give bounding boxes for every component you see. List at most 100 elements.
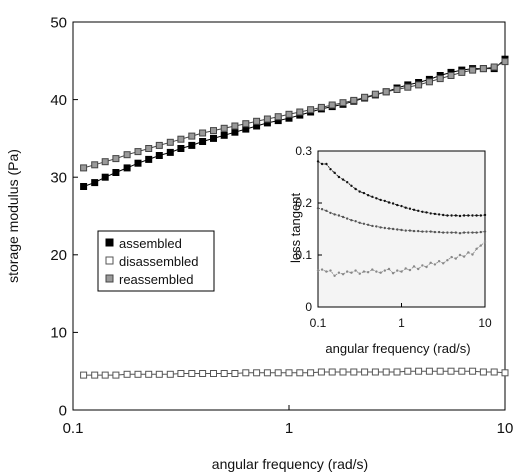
inset-data-point-2 [371, 268, 374, 271]
main-data-point-1 [382, 368, 390, 376]
main-data-point-2 [91, 161, 99, 169]
inset-data-point-0 [316, 160, 320, 163]
main-data-point-1 [371, 368, 379, 376]
main-data-point-2 [296, 108, 304, 116]
inset-data-point-1 [350, 219, 353, 222]
main-data-point-2 [155, 141, 163, 149]
main-data-point-2 [479, 65, 487, 73]
inset-data-point-1 [346, 217, 349, 220]
main-data-point-0 [231, 128, 239, 136]
main-data-point-0 [134, 159, 142, 167]
main-y-tick-label: 50 [50, 14, 67, 31]
legend-item-reassembled: reassembled [105, 272, 193, 287]
inset-data-point-2 [479, 244, 482, 247]
inset-data-point-0 [354, 187, 357, 191]
main-data-point-2 [361, 93, 369, 101]
inset-y-tick-label: 0 [305, 300, 312, 314]
inset-data-point-2 [383, 269, 386, 272]
main-data-point-1 [404, 367, 412, 375]
inset-data-point-2 [358, 272, 361, 275]
inset-data-point-1 [329, 211, 332, 215]
inset-data-point-1 [333, 213, 336, 216]
inset-data-point-2 [421, 264, 424, 267]
main-data-point-1 [307, 369, 315, 377]
main-series-line-1 [83, 370, 506, 376]
inset-data-point-1 [396, 228, 399, 231]
inset-data-point-1 [433, 230, 437, 234]
main-data-point-2 [328, 101, 336, 109]
inset-data-point-1 [316, 207, 320, 210]
inset-data-point-0 [387, 201, 391, 204]
main-data-point-2 [166, 138, 174, 146]
inset-data-point-1 [479, 230, 482, 234]
inset-data-point-1 [483, 230, 487, 233]
legend-box [97, 230, 215, 292]
inset-data-point-1 [462, 231, 466, 234]
main-data-point-0 [220, 131, 228, 139]
inset-data-point-1 [354, 220, 357, 223]
inset-data-point-1 [471, 231, 474, 234]
main-data-point-1 [393, 368, 401, 376]
inset-data-point-2 [429, 261, 432, 264]
legend: assembled disassembled reassembled [97, 230, 215, 292]
inset-data-point-2 [337, 271, 341, 274]
inset-data-point-2 [379, 271, 382, 274]
inset-data-point-2 [483, 240, 487, 244]
main-data-point-2 [274, 113, 282, 121]
inset-data-point-0 [366, 194, 370, 197]
inset-data-point-1 [383, 226, 386, 230]
inset-data-point-0 [408, 207, 412, 210]
inset-data-point-0 [425, 211, 428, 214]
main-data-point-0 [123, 164, 131, 172]
inset-data-point-2 [329, 269, 332, 272]
inset-data-point-0 [404, 206, 407, 209]
main-data-point-2 [80, 164, 88, 172]
inset-data-point-1 [475, 231, 478, 234]
inset-data-point-1 [446, 231, 449, 234]
main-data-point-2 [317, 103, 325, 111]
inset-data-point-0 [333, 171, 336, 174]
main-y-tick-label: 30 [50, 169, 67, 186]
main-data-point-0 [80, 183, 88, 190]
main-data-point-1 [479, 368, 487, 376]
inset-data-point-1 [417, 229, 420, 233]
main-series-line-2 [83, 61, 506, 169]
main-data-point-1 [210, 370, 217, 377]
legend-label-reassembled: reassembled [119, 272, 193, 287]
main-data-point-0 [199, 138, 207, 145]
main-data-point-2 [210, 127, 217, 135]
inset-data-point-1 [442, 231, 445, 234]
main-data-point-2 [425, 78, 433, 86]
main-y-tick-label: 0 [59, 402, 67, 419]
inset-data-point-0 [341, 178, 345, 181]
inset-data-point-0 [412, 208, 416, 211]
inset-data-point-0 [320, 162, 324, 166]
inset-data-point-0 [371, 195, 374, 198]
main-data-point-2 [469, 66, 477, 74]
main-data-point-1 [177, 370, 185, 377]
main-data-point-1 [242, 369, 250, 377]
inset-series-line-1 [317, 207, 486, 234]
main-data-point-2 [188, 132, 196, 140]
main-y-tick-label: 20 [50, 247, 67, 264]
inset-data-point-2 [442, 262, 445, 265]
inset-data-point-2 [446, 259, 449, 262]
inset-data-point-1 [358, 221, 361, 224]
inset-data-point-0 [391, 202, 395, 205]
main-data-point-2 [415, 81, 423, 89]
inset-data-point-2 [346, 270, 349, 273]
main-y-axis-label: storage modulus (Pa) [5, 149, 21, 283]
legend-marker-reassembled [105, 274, 114, 283]
main-data-point-1 [285, 369, 293, 377]
inset-data-point-0 [329, 168, 332, 171]
inset-data-point-2 [366, 271, 370, 274]
inset-data-point-2 [450, 255, 453, 259]
main-data-point-2 [177, 135, 185, 143]
legend-marker-assembled [105, 238, 114, 247]
inset-data-point-0 [358, 190, 361, 193]
main-data-point-2 [263, 115, 271, 123]
main-data-point-1 [91, 371, 99, 379]
main-data-point-2 [436, 75, 444, 83]
main-data-point-1 [166, 370, 174, 378]
